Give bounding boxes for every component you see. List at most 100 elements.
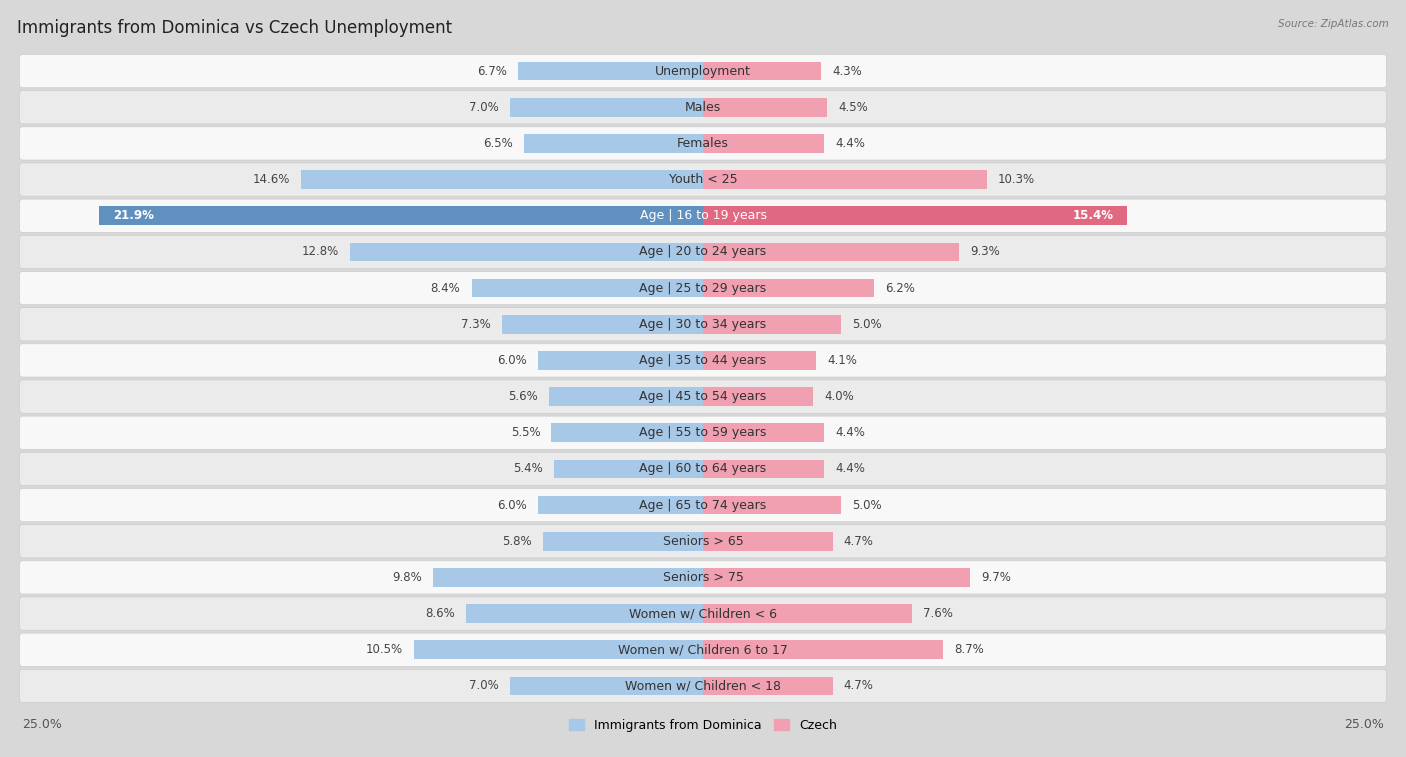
Text: Women w/ Children 6 to 17: Women w/ Children 6 to 17 [619, 643, 787, 656]
Text: 5.8%: 5.8% [502, 534, 531, 548]
FancyBboxPatch shape [20, 344, 1386, 377]
Text: 7.6%: 7.6% [924, 607, 953, 620]
Bar [524, 134, 703, 153]
Bar [703, 207, 1128, 225]
Text: 6.2%: 6.2% [884, 282, 915, 294]
Text: 4.7%: 4.7% [844, 534, 873, 548]
Bar [510, 677, 703, 696]
FancyBboxPatch shape [20, 633, 1386, 666]
Text: 10.3%: 10.3% [998, 173, 1035, 186]
Bar [703, 640, 943, 659]
Bar [350, 242, 703, 261]
Text: 5.6%: 5.6% [508, 390, 537, 403]
FancyBboxPatch shape [20, 380, 1386, 413]
Bar [703, 279, 875, 298]
Text: 4.1%: 4.1% [827, 354, 856, 367]
Text: Age | 60 to 64 years: Age | 60 to 64 years [640, 463, 766, 475]
Text: 5.5%: 5.5% [510, 426, 540, 439]
Text: 6.7%: 6.7% [478, 64, 508, 77]
Bar [703, 568, 970, 587]
Text: Source: ZipAtlas.com: Source: ZipAtlas.com [1278, 19, 1389, 29]
Text: Males: Males [685, 101, 721, 114]
Text: 15.4%: 15.4% [1073, 209, 1114, 223]
Text: 9.3%: 9.3% [970, 245, 1000, 258]
Bar [537, 496, 703, 515]
Text: Seniors > 75: Seniors > 75 [662, 571, 744, 584]
Text: 5.0%: 5.0% [852, 499, 882, 512]
Bar [537, 351, 703, 370]
Bar [519, 61, 703, 80]
Text: 4.0%: 4.0% [824, 390, 853, 403]
Legend: Immigrants from Dominica, Czech: Immigrants from Dominica, Czech [564, 714, 842, 737]
Bar [703, 61, 821, 80]
Text: Females: Females [678, 137, 728, 150]
Text: 8.6%: 8.6% [425, 607, 456, 620]
Bar [510, 98, 703, 117]
Text: 4.5%: 4.5% [838, 101, 868, 114]
Text: 25.0%: 25.0% [22, 718, 62, 731]
Bar [100, 207, 703, 225]
Text: 6.0%: 6.0% [496, 354, 527, 367]
Text: Seniors > 65: Seniors > 65 [662, 534, 744, 548]
FancyBboxPatch shape [20, 55, 1386, 88]
Bar [301, 170, 703, 189]
FancyBboxPatch shape [20, 416, 1386, 450]
Bar [703, 134, 824, 153]
Text: Age | 16 to 19 years: Age | 16 to 19 years [640, 209, 766, 223]
Text: Women w/ Children < 6: Women w/ Children < 6 [628, 607, 778, 620]
Text: Age | 65 to 74 years: Age | 65 to 74 years [640, 499, 766, 512]
Bar [703, 532, 832, 550]
Bar [413, 640, 703, 659]
Text: Unemployment: Unemployment [655, 64, 751, 77]
Text: 8.4%: 8.4% [430, 282, 461, 294]
Bar [703, 387, 813, 406]
FancyBboxPatch shape [20, 126, 1386, 160]
Bar [703, 677, 832, 696]
Bar [703, 242, 959, 261]
Text: 5.0%: 5.0% [852, 318, 882, 331]
Bar [551, 423, 703, 442]
Text: 5.4%: 5.4% [513, 463, 543, 475]
Text: 7.3%: 7.3% [461, 318, 491, 331]
FancyBboxPatch shape [20, 199, 1386, 232]
Bar [548, 387, 703, 406]
Text: 6.0%: 6.0% [496, 499, 527, 512]
Text: 9.7%: 9.7% [981, 571, 1011, 584]
FancyBboxPatch shape [20, 488, 1386, 522]
Text: 9.8%: 9.8% [392, 571, 422, 584]
Text: Youth < 25: Youth < 25 [669, 173, 737, 186]
FancyBboxPatch shape [20, 452, 1386, 485]
Text: 7.0%: 7.0% [470, 101, 499, 114]
FancyBboxPatch shape [20, 669, 1386, 702]
Text: 6.5%: 6.5% [484, 137, 513, 150]
Text: 4.7%: 4.7% [844, 680, 873, 693]
Bar [703, 315, 841, 334]
FancyBboxPatch shape [20, 235, 1386, 269]
Text: 7.0%: 7.0% [470, 680, 499, 693]
Bar [502, 315, 703, 334]
FancyBboxPatch shape [20, 163, 1386, 196]
Text: Age | 25 to 29 years: Age | 25 to 29 years [640, 282, 766, 294]
Bar [465, 604, 703, 623]
Text: Age | 35 to 44 years: Age | 35 to 44 years [640, 354, 766, 367]
Text: Age | 45 to 54 years: Age | 45 to 54 years [640, 390, 766, 403]
Bar [433, 568, 703, 587]
Text: 4.4%: 4.4% [835, 463, 865, 475]
Text: 14.6%: 14.6% [252, 173, 290, 186]
FancyBboxPatch shape [20, 272, 1386, 305]
FancyBboxPatch shape [20, 597, 1386, 631]
FancyBboxPatch shape [20, 561, 1386, 594]
Text: 10.5%: 10.5% [366, 643, 402, 656]
Text: 4.4%: 4.4% [835, 426, 865, 439]
Bar [471, 279, 703, 298]
Text: 25.0%: 25.0% [1344, 718, 1384, 731]
Text: 4.4%: 4.4% [835, 137, 865, 150]
Text: Age | 30 to 34 years: Age | 30 to 34 years [640, 318, 766, 331]
Text: 4.3%: 4.3% [832, 64, 862, 77]
Bar [703, 423, 824, 442]
Bar [703, 496, 841, 515]
Text: Immigrants from Dominica vs Czech Unemployment: Immigrants from Dominica vs Czech Unempl… [17, 19, 451, 37]
Text: 12.8%: 12.8% [302, 245, 339, 258]
Bar [703, 170, 987, 189]
Bar [703, 351, 815, 370]
